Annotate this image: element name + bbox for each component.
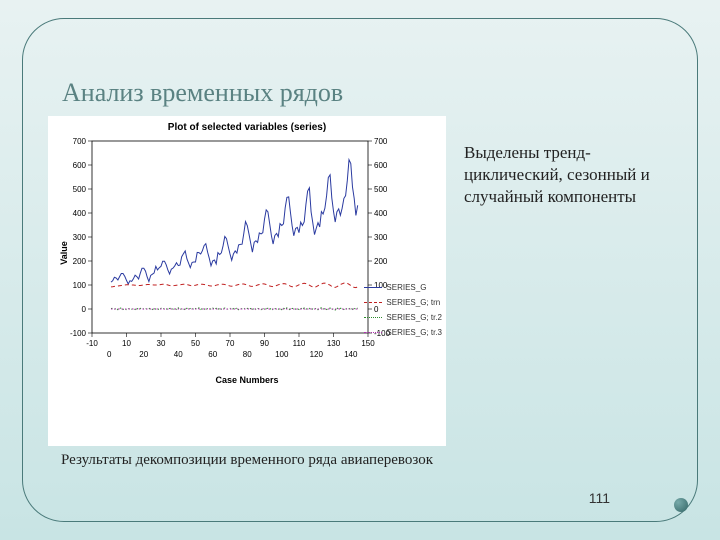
legend-label: SERIES_G; tr.3 [386, 328, 442, 337]
svg-text:10: 10 [122, 339, 131, 348]
svg-text:200: 200 [374, 257, 388, 266]
svg-text:500: 500 [73, 185, 87, 194]
x-axis-label: Case Numbers [48, 375, 446, 385]
svg-text:-10: -10 [86, 339, 98, 348]
svg-text:90: 90 [260, 339, 269, 348]
legend-label: SERIES_G; tr.2 [386, 313, 442, 322]
chart-title: Plot of selected variables (series) [48, 116, 446, 133]
svg-text:20: 20 [139, 350, 148, 359]
svg-text:80: 80 [243, 350, 252, 359]
svg-text:700: 700 [73, 137, 87, 146]
chart-panel: Plot of selected variables (series) Valu… [48, 116, 446, 446]
svg-text:200: 200 [73, 257, 87, 266]
svg-text:300: 300 [374, 233, 388, 242]
legend-label: SERIES_G; trn [386, 298, 440, 307]
svg-text:140: 140 [344, 350, 358, 359]
svg-text:70: 70 [226, 339, 235, 348]
svg-text:40: 40 [174, 350, 183, 359]
legend-item: SERIES_G; tr.2 [364, 313, 442, 322]
svg-text:400: 400 [374, 209, 388, 218]
svg-text:400: 400 [73, 209, 87, 218]
svg-text:110: 110 [293, 339, 306, 348]
svg-text:0: 0 [107, 350, 112, 359]
corner-ornament-icon [674, 498, 688, 512]
svg-text:60: 60 [208, 350, 217, 359]
svg-text:600: 600 [73, 161, 87, 170]
page-number: 111 [589, 490, 610, 506]
svg-text:130: 130 [327, 339, 341, 348]
svg-text:700: 700 [374, 137, 388, 146]
legend-item: SERIES_G [364, 283, 442, 292]
svg-text:500: 500 [374, 185, 388, 194]
svg-text:0: 0 [82, 305, 87, 314]
slide-heading: Анализ временных рядов [62, 78, 343, 108]
svg-text:100: 100 [275, 350, 289, 359]
chart-legend: SERIES_G SERIES_G; trn SERIES_G; tr.2 SERIE… [364, 283, 442, 343]
legend-label: SERIES_G [386, 283, 426, 292]
svg-text:100: 100 [73, 281, 87, 290]
svg-text:30: 30 [157, 339, 166, 348]
side-text: Выделены тренд-циклический, сезонный и с… [464, 142, 664, 208]
chart-caption: Результаты декомпозиции временного ряда … [48, 452, 446, 469]
svg-text:300: 300 [73, 233, 87, 242]
svg-text:50: 50 [191, 339, 200, 348]
plot-area: Value -100-10000100100200200300300400400… [48, 133, 446, 373]
legend-item: SERIES_G; trn [364, 298, 442, 307]
svg-text:600: 600 [374, 161, 388, 170]
svg-text:-100: -100 [70, 329, 87, 338]
legend-item: SERIES_G; tr.3 [364, 328, 442, 337]
svg-text:120: 120 [310, 350, 324, 359]
